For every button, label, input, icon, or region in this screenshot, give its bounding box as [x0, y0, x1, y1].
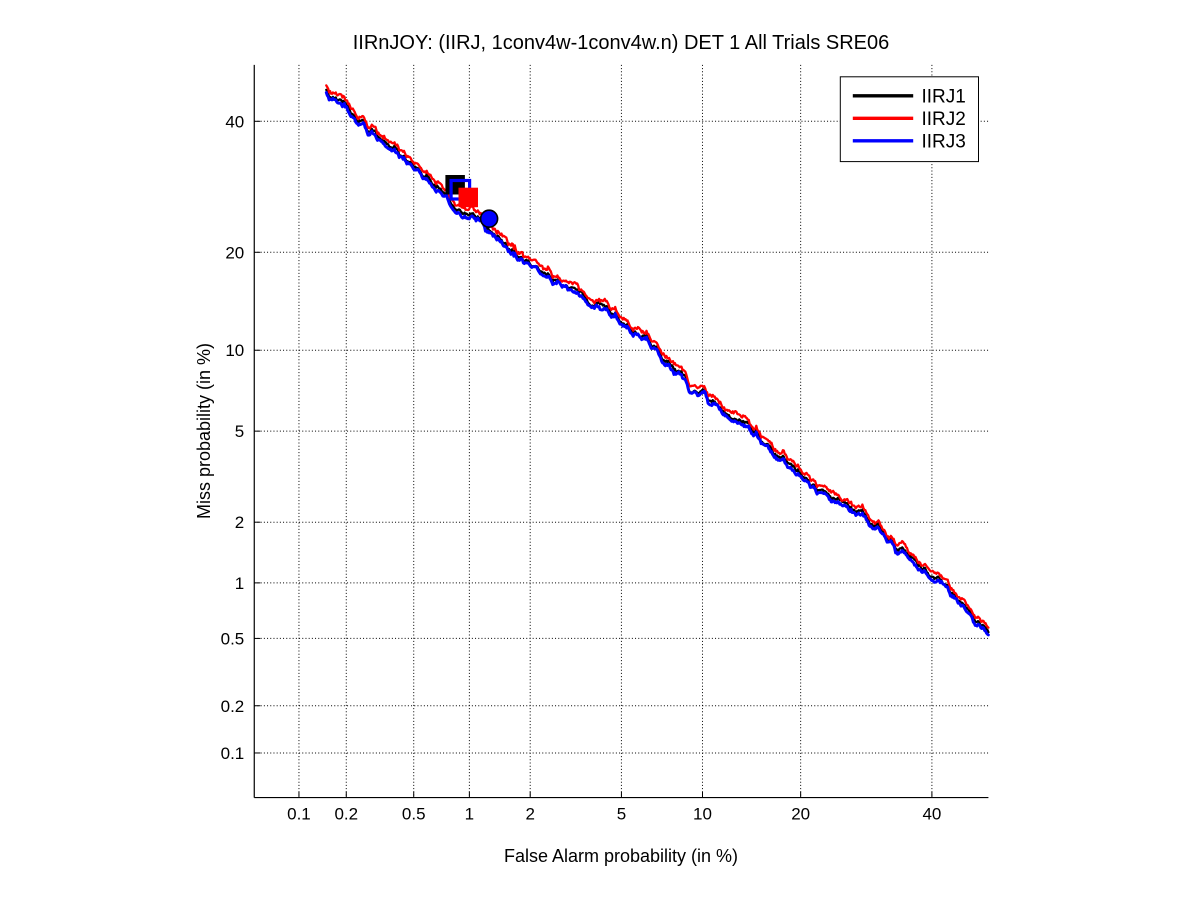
svg-text:20: 20	[225, 243, 244, 262]
svg-text:False Alarm probability (in %): False Alarm probability (in %)	[504, 846, 738, 866]
svg-text:1: 1	[465, 805, 474, 824]
svg-text:0.2: 0.2	[334, 805, 358, 824]
svg-text:0.5: 0.5	[221, 629, 245, 648]
svg-text:2: 2	[235, 513, 244, 532]
svg-text:5: 5	[617, 805, 626, 824]
svg-text:IIRJ1: IIRJ1	[922, 86, 966, 107]
svg-text:10: 10	[225, 341, 244, 360]
svg-text:2: 2	[525, 805, 534, 824]
svg-text:10: 10	[693, 805, 712, 824]
svg-text:20: 20	[791, 805, 810, 824]
svg-text:IIRJ2: IIRJ2	[922, 109, 966, 130]
svg-text:0.2: 0.2	[221, 697, 245, 716]
svg-text:Miss probability (in %): Miss probability (in %)	[194, 343, 214, 519]
svg-text:40: 40	[922, 805, 941, 824]
svg-text:40: 40	[225, 112, 244, 131]
svg-text:0.1: 0.1	[287, 805, 311, 824]
svg-text:0.5: 0.5	[402, 805, 426, 824]
svg-text:IIRnJOY: (IIRJ, 1conv4w-1conv4: IIRnJOY: (IIRJ, 1conv4w-1conv4w.n) DET 1…	[353, 32, 890, 54]
svg-text:0.1: 0.1	[221, 744, 245, 763]
svg-text:IIRJ3: IIRJ3	[922, 131, 966, 152]
svg-text:1: 1	[235, 574, 244, 593]
svg-text:5: 5	[235, 422, 244, 441]
